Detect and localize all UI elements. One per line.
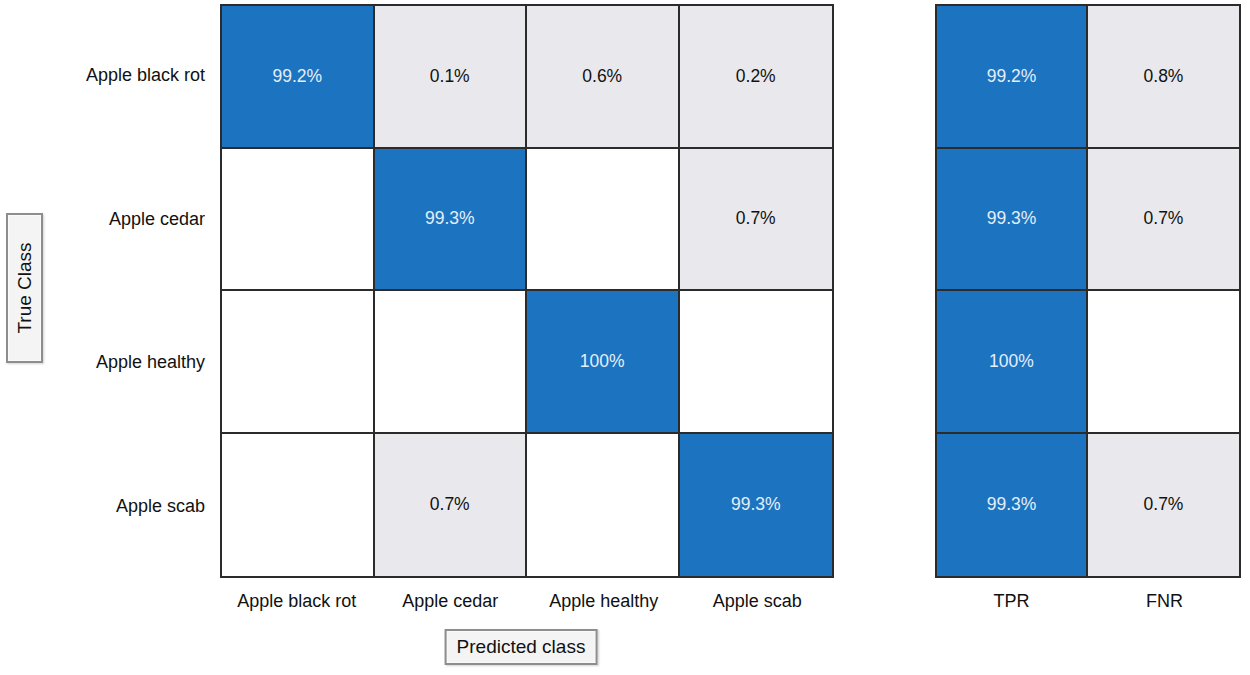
confusion-matrix-figure: { "colors": { "diagonal_blue": "#1c73c0"…	[0, 0, 1250, 675]
matrix-cell: 100%	[527, 291, 680, 434]
row-label: Apple scab	[0, 435, 212, 579]
matrix-cell: 99.2%	[222, 6, 375, 149]
matrix-cell	[222, 434, 375, 577]
matrix-cell: 0.2%	[680, 6, 833, 149]
summary-cell-fnr: 0.7%	[1088, 434, 1239, 577]
matrix-cell	[375, 291, 528, 434]
matrix-cell: 0.7%	[375, 434, 528, 577]
x-axis-label: Predicted class	[457, 636, 586, 657]
matrix-cell: 0.7%	[680, 149, 833, 292]
matrix-cell: 0.6%	[527, 6, 680, 149]
row-label: Apple cedar	[0, 148, 212, 292]
matrix-cell	[527, 434, 680, 577]
row-label: Apple healthy	[0, 291, 212, 435]
column-label: Apple black rot	[220, 588, 374, 614]
matrix-cell	[680, 291, 833, 434]
column-label: Apple cedar	[374, 588, 528, 614]
summary-cell-tpr: 99.3%	[937, 149, 1088, 292]
summary-cell-tpr: 99.2%	[937, 6, 1088, 149]
fnr-label: FNR	[1088, 588, 1241, 614]
summary-tick-labels: TPR FNR	[935, 588, 1241, 614]
matrix-cell	[222, 291, 375, 434]
row-label: Apple black rot	[0, 4, 212, 148]
summary-cell-fnr: 0.8%	[1088, 6, 1239, 149]
tpr-label: TPR	[935, 588, 1088, 614]
column-label: Apple healthy	[527, 588, 681, 614]
row-tick-labels: Apple black rot Apple cedar Apple health…	[0, 4, 212, 578]
summary-cell-tpr: 99.3%	[937, 434, 1088, 577]
tpr-fnr-summary-grid: 99.2% 0.8% 99.3% 0.7% 100% 99.3% 0.7%	[935, 4, 1241, 578]
column-label: Apple scab	[681, 588, 835, 614]
matrix-cell: 99.3%	[375, 149, 528, 292]
summary-cell-fnr	[1088, 291, 1239, 434]
matrix-cell: 99.3%	[680, 434, 833, 577]
matrix-cell	[527, 149, 680, 292]
matrix-cell: 0.1%	[375, 6, 528, 149]
summary-cell-tpr: 100%	[937, 291, 1088, 434]
column-tick-labels: Apple black rot Apple cedar Apple health…	[220, 588, 834, 614]
summary-cell-fnr: 0.7%	[1088, 149, 1239, 292]
matrix-cell	[222, 149, 375, 292]
x-axis-label-box: Predicted class	[445, 629, 598, 665]
confusion-matrix-grid: 99.2% 0.1% 0.6% 0.2% 99.3% 0.7% 100% 0.7…	[220, 4, 834, 578]
